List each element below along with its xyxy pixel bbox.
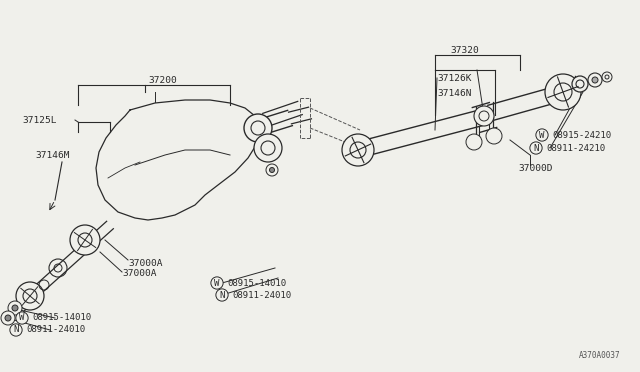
Text: W: W (540, 131, 545, 140)
Circle shape (474, 106, 494, 126)
Circle shape (244, 114, 272, 142)
Circle shape (5, 315, 11, 321)
Circle shape (254, 134, 282, 162)
Circle shape (269, 167, 275, 173)
Text: 08915-14010: 08915-14010 (227, 279, 286, 288)
Circle shape (466, 134, 482, 150)
Circle shape (486, 128, 502, 144)
Circle shape (8, 301, 22, 315)
Text: N: N (533, 144, 539, 153)
Text: 37146N: 37146N (437, 89, 472, 97)
Text: 37320: 37320 (450, 45, 479, 55)
Text: 37126K: 37126K (437, 74, 472, 83)
Text: N: N (220, 291, 225, 299)
Circle shape (70, 225, 100, 255)
Text: 08915-24210: 08915-24210 (552, 131, 611, 140)
Text: 37000D: 37000D (518, 164, 552, 173)
Text: 37146M: 37146M (35, 151, 70, 160)
Text: 37200: 37200 (148, 76, 177, 84)
Text: 37125L: 37125L (22, 115, 56, 125)
Circle shape (545, 74, 581, 110)
Text: 08911-24010: 08911-24010 (26, 326, 85, 334)
Text: 37000A: 37000A (128, 259, 163, 267)
Circle shape (572, 76, 588, 92)
Text: N: N (13, 326, 19, 334)
Circle shape (588, 73, 602, 87)
Text: A370A0037: A370A0037 (579, 351, 620, 360)
Circle shape (1, 311, 15, 325)
Circle shape (592, 77, 598, 83)
Text: 08911-24010: 08911-24010 (232, 291, 291, 299)
Circle shape (602, 72, 612, 82)
Circle shape (266, 164, 278, 176)
Circle shape (342, 134, 374, 166)
Text: W: W (214, 279, 220, 288)
Circle shape (12, 305, 18, 311)
Text: 37000A: 37000A (122, 269, 157, 279)
Circle shape (16, 282, 44, 310)
Text: W: W (19, 314, 25, 323)
Text: 08911-24210: 08911-24210 (546, 144, 605, 153)
Polygon shape (96, 100, 262, 220)
Text: 08915-14010: 08915-14010 (32, 314, 91, 323)
